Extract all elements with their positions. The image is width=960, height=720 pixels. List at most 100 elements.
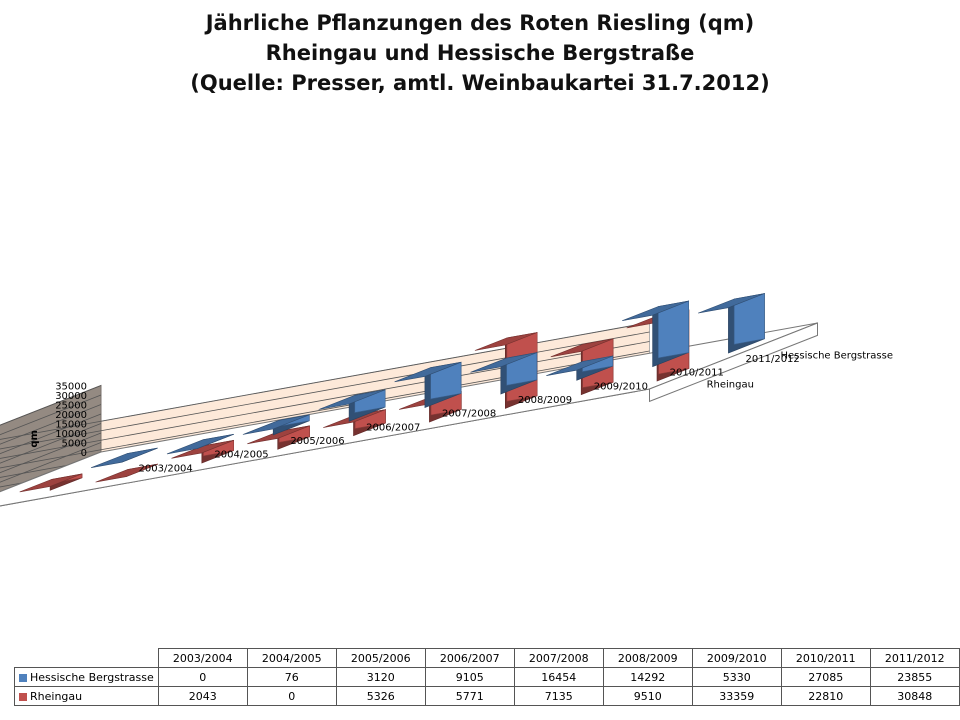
bar-top (546, 355, 613, 376)
bar (247, 425, 310, 450)
bar-top (550, 338, 614, 358)
bar (242, 414, 310, 436)
table-header-cell: 2004/2005 (246, 648, 337, 668)
bar-top (318, 389, 386, 410)
table-header-cell: 2011/2012 (869, 648, 960, 668)
bar-top (470, 352, 538, 373)
bar (95, 463, 159, 483)
table-header-cell: 2007/2008 (513, 648, 604, 668)
table-corner (15, 649, 159, 668)
y-axis-label: qm (29, 430, 40, 448)
y-tick-label: 5000 (62, 439, 87, 450)
x-tick-label: 2009/2010 (594, 381, 648, 392)
bar-top (95, 463, 159, 483)
y-tick-label: 20000 (55, 410, 87, 421)
bar (171, 439, 234, 464)
x-tick-label: 2008/2009 (518, 395, 572, 406)
bar-top (622, 300, 689, 321)
bar-top (90, 447, 158, 468)
y-tick-label: 35000 (55, 382, 87, 393)
x-tick-label: 2006/2007 (366, 422, 420, 433)
table-cell: 76 (246, 667, 337, 687)
bar-top (394, 361, 462, 383)
table-cell: 16454 (513, 667, 604, 687)
y-tick-label: 25000 (55, 401, 87, 412)
y-tick-label: 30000 (55, 391, 87, 402)
bar (394, 361, 462, 409)
bar (318, 389, 386, 422)
data-table: 2003/2004 2004/2005 2005/2006 2006/2007 2007… (14, 648, 960, 706)
bar (90, 447, 158, 468)
x-tick-label: 2010/2011 (670, 368, 724, 379)
table-cell: 27085 (780, 667, 871, 687)
table-series-label: Rheingau (14, 686, 159, 706)
table-cell: 33359 (691, 686, 782, 706)
table-cell: 5771 (424, 686, 515, 706)
table-cell: 0 (157, 667, 248, 687)
gridline (0, 331, 650, 450)
table-header-cell: 2008/2009 (602, 648, 693, 668)
bar (546, 355, 614, 381)
table-header-cell: 2005/2006 (335, 648, 426, 668)
chart-title: Jährliche Pflanzungen des Roten Riesling… (0, 8, 960, 98)
table-row: Hessische Bergstrasse 0 76 3120 9105 16454 142… (14, 667, 960, 687)
table-cell: 3120 (335, 667, 426, 687)
side-wall (0, 384, 102, 493)
bar (697, 293, 765, 354)
legend-label: Rheingau (30, 689, 83, 703)
bar-top (19, 473, 83, 493)
bars (19, 293, 765, 493)
bar-top (474, 332, 538, 351)
title-line-2: Rheingau und Hessische Bergstraße (265, 41, 695, 65)
table-cell: 9510 (602, 686, 693, 706)
table-cell: 5330 (691, 667, 782, 687)
bar (622, 300, 690, 368)
table-header-cell: 2010/2011 (780, 648, 871, 668)
legend-swatch (19, 692, 27, 701)
y-tick-label: 15000 (55, 420, 87, 431)
title-line-1: Jährliche Pflanzungen des Roten Riesling… (205, 11, 755, 35)
table-cell: 5326 (335, 686, 426, 706)
series-depth-label: Rheingau (707, 380, 754, 391)
x-tick-label: 2004/2005 (214, 450, 268, 461)
table-cell: 14292 (602, 667, 693, 687)
table-row: Rheingau 2043 0 5326 5771 7135 9510 33359 22810 3… (14, 686, 960, 706)
table-cell: 0 (246, 686, 337, 706)
table-header-cell: 2003/2004 (157, 648, 248, 668)
bar (470, 352, 538, 395)
x-tick-label: 2005/2006 (290, 436, 344, 447)
table-cell: 23855 (869, 667, 960, 687)
x-tick-label: 2011/2012 (746, 354, 800, 365)
table-cell: 9105 (424, 667, 515, 687)
bar (166, 433, 234, 455)
bar (19, 473, 83, 493)
x-tick-label: 2007/2008 (442, 409, 496, 420)
bar-top (242, 414, 310, 435)
bar-top (166, 434, 234, 455)
bar-top (171, 440, 234, 459)
gridline (0, 341, 650, 459)
bar-top (697, 293, 765, 314)
title-line-3: (Quelle: Presser, amtl. Weinbaukartei 31… (190, 71, 770, 95)
x-tick-label: 2003/2004 (139, 463, 193, 474)
bar-top (247, 425, 310, 445)
table-header-row: 2003/2004 2004/2005 2005/2006 2006/2007 2007… (15, 648, 960, 668)
y-tick-label: 10000 (55, 429, 87, 440)
gridline (0, 322, 650, 440)
series-depth-label: Hessische Bergstrasse (781, 351, 894, 362)
table-body: Hessische Bergstrasse 0 76 3120 9105 16454 142… (14, 667, 960, 706)
table-header-cell: 2006/2007 (424, 648, 515, 668)
table-series-label: Hessische Bergstrasse (14, 667, 159, 687)
table-cell: 7135 (513, 686, 604, 706)
gridline (0, 350, 650, 469)
table-header-cell: 2009/2010 (691, 648, 782, 668)
y-tick-label: 0 (81, 448, 87, 459)
legend-swatch (19, 673, 27, 682)
table-cell: 22810 (780, 686, 871, 706)
table-cell: 2043 (157, 686, 248, 706)
table-cell: 30848 (869, 686, 960, 706)
floor-edge (649, 322, 818, 403)
legend-label: Hessische Bergstrasse (30, 670, 154, 684)
